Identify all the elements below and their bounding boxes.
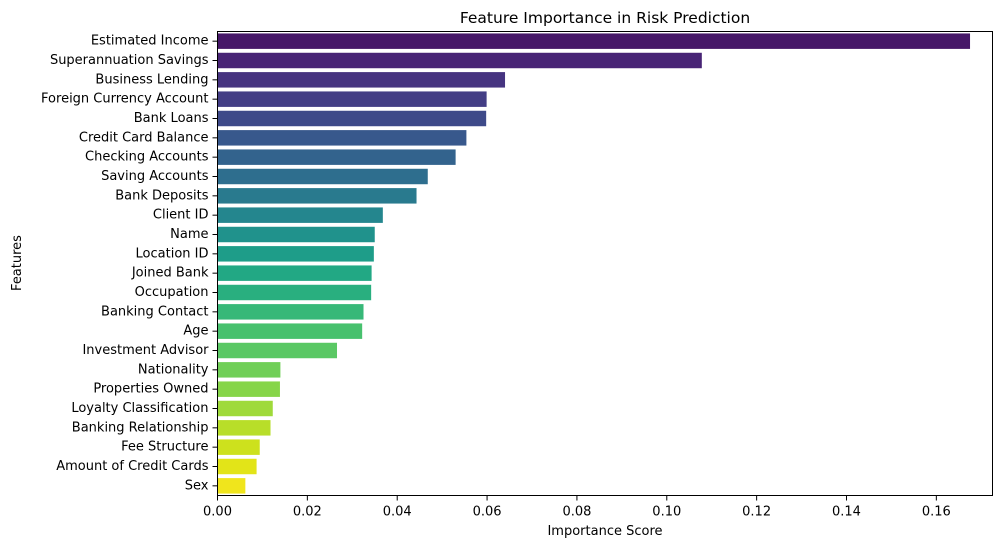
- bar-loyalty-classification: [217, 400, 273, 417]
- bar-age: [217, 323, 363, 339]
- y-tick-label: Age: [183, 324, 208, 339]
- x-ticks: 0.00 0.02 0.04 0.06 0.08 0.10 0.12 0.14 0.16: [203, 495, 951, 520]
- bar-client-id: [217, 207, 383, 223]
- y-tick-label: Sex: [185, 478, 209, 493]
- bars-group: [217, 33, 971, 494]
- y-tick-label: Amount of Credit Cards: [56, 459, 209, 474]
- bar-occupation: [217, 284, 372, 301]
- bar-estimated-income: [217, 33, 971, 49]
- bar-checking-accounts: [217, 149, 456, 165]
- y-tick-label: Nationality: [138, 362, 209, 377]
- bar-superannuation-savings: [217, 52, 702, 69]
- x-tick-label: 0.00: [203, 505, 232, 520]
- bar-bank-loans: [217, 110, 487, 127]
- bar-joined-bank: [217, 265, 372, 281]
- x-tick-label: 0.16: [922, 505, 951, 520]
- y-tick-label: Foreign Currency Account: [41, 92, 208, 107]
- y-tick-label: Checking Accounts: [85, 150, 209, 165]
- y-tick-label: Estimated Income: [91, 34, 209, 49]
- y-tick-label: Client ID: [153, 208, 209, 223]
- y-tick-label: Name: [170, 227, 208, 242]
- y-axis-title: Features: [10, 235, 25, 291]
- bar-banking-contact: [217, 304, 364, 320]
- bar-credit-card-balance: [217, 130, 467, 146]
- y-tick-label: Banking Contact: [101, 304, 208, 319]
- y-tick-label: Bank Loans: [134, 111, 209, 126]
- y-tick-label: Joined Bank: [131, 266, 209, 281]
- bar-name: [217, 226, 375, 243]
- y-tick-label: Saving Accounts: [101, 169, 209, 184]
- x-tick-label: 0.02: [293, 505, 322, 520]
- bar-saving-accounts: [217, 168, 428, 185]
- y-tick-label: Fee Structure: [121, 440, 208, 455]
- bar-banking-relationship: [217, 420, 271, 436]
- bar-foreign-currency-account: [217, 91, 487, 107]
- y-tick-labels: Estimated Income Superannuation Savings Bu…: [41, 34, 218, 493]
- bar-properties-owned: [217, 381, 280, 397]
- y-tick-label: Location ID: [136, 246, 209, 261]
- x-tick-label: 0.14: [832, 505, 861, 520]
- x-tick-label: 0.04: [383, 505, 412, 520]
- bar-investment-advisor: [217, 342, 338, 359]
- y-tick-label: Superannuation Savings: [50, 53, 209, 68]
- y-tick-label: Properties Owned: [93, 382, 208, 397]
- y-tick-label: Banking Relationship: [72, 420, 209, 435]
- y-tick-label: Loyalty Classification: [71, 401, 208, 416]
- bar-location-id: [217, 246, 374, 262]
- bar-nationality: [217, 362, 281, 378]
- plot-frame: [217, 31, 993, 496]
- bar-bank-deposits: [217, 188, 417, 204]
- chart-title: Feature Importance in Risk Prediction: [460, 9, 750, 27]
- y-tick-label: Business Lending: [95, 72, 208, 87]
- y-tick-label: Credit Card Balance: [79, 130, 209, 145]
- bar-amount-of-credit-cards: [217, 458, 257, 475]
- y-tick-label: Occupation: [135, 285, 209, 300]
- bar-sex: [217, 478, 246, 494]
- bar-business-lending: [217, 72, 506, 88]
- x-tick-label: 0.06: [473, 505, 502, 520]
- y-tick-label: Investment Advisor: [82, 343, 209, 358]
- x-tick-label: 0.12: [742, 505, 771, 520]
- x-tick-label: 0.08: [562, 505, 591, 520]
- x-axis-title: Importance Score: [547, 524, 662, 539]
- bar-fee-structure: [217, 439, 260, 455]
- x-tick-label: 0.10: [652, 505, 681, 520]
- y-tick-label: Bank Deposits: [115, 188, 208, 203]
